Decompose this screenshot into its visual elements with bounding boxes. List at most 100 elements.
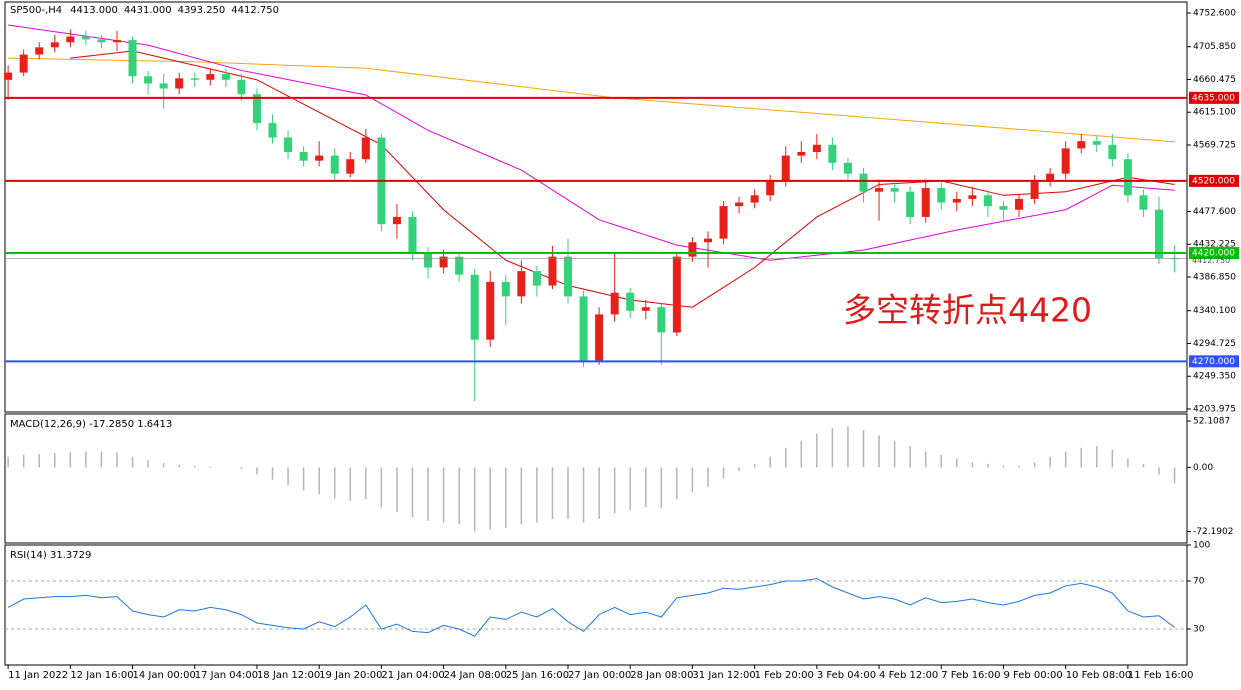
candle-body xyxy=(424,253,433,268)
panel-title: MACD(12,26,9) -17.2850 1.6413 xyxy=(10,419,172,430)
x-tick-label: 21 Jan 04:00 xyxy=(381,670,444,681)
candle-body xyxy=(112,40,121,43)
x-tick-label: 9 Feb 00:00 xyxy=(1003,670,1062,681)
candle-body xyxy=(97,39,106,43)
y-tick-label: -72.1902 xyxy=(1193,527,1233,537)
x-tick-label: 10 Feb 08:00 xyxy=(1066,670,1132,681)
x-tick-label: 11 Feb 16:00 xyxy=(1128,670,1194,681)
candle-body xyxy=(1155,209,1164,259)
price-panel xyxy=(4,1,1188,413)
candle-body xyxy=(470,274,479,340)
x-tick-label: 11 Jan 2022 xyxy=(8,670,68,681)
candle-body xyxy=(190,78,199,80)
candle-body xyxy=(315,155,324,161)
x-tick-label: 25 Jan 16:00 xyxy=(506,670,569,681)
candle-body xyxy=(268,123,277,138)
candle-body xyxy=(766,180,775,196)
candle-body xyxy=(159,83,168,89)
y-tick-label: 52.1087 xyxy=(1193,417,1230,427)
candle-body xyxy=(626,292,635,311)
candle-body xyxy=(532,271,541,286)
candle-body xyxy=(284,137,293,152)
candle-body xyxy=(828,144,837,163)
y-tick-label: 4203.975 xyxy=(1193,404,1236,414)
candle-body xyxy=(206,74,215,80)
y-tick-label: 4569.725 xyxy=(1193,140,1236,150)
candle-body xyxy=(175,78,184,89)
panel-title: RSI(14) 31.3729 xyxy=(10,550,91,561)
x-tick-label: 31 Jan 12:00 xyxy=(692,670,755,681)
level-label: 4270.000 xyxy=(1192,357,1235,367)
annotation: 多空转折点4420 xyxy=(843,291,1092,330)
y-tick-label: 70 xyxy=(1193,577,1205,587)
candle-body xyxy=(983,195,992,207)
candle-body xyxy=(330,155,339,174)
candle-body xyxy=(595,314,604,362)
y-tick-label: 0.00 xyxy=(1193,463,1213,473)
candle-body xyxy=(392,216,401,225)
level-label: 4635.000 xyxy=(1192,93,1235,103)
candle-body xyxy=(657,307,666,333)
level-tag xyxy=(1189,355,1239,368)
ohlc-value: 4413.000 xyxy=(70,5,118,16)
candle-body xyxy=(1108,144,1117,160)
y-tick-label: 4752.600 xyxy=(1193,8,1236,18)
x-tick-label: 28 Jan 08:00 xyxy=(630,670,693,681)
level-tag xyxy=(1189,91,1239,104)
candle-body xyxy=(1015,198,1024,210)
candle-body xyxy=(486,281,495,340)
candle-body xyxy=(548,256,557,286)
candle-body xyxy=(501,281,510,297)
candle-body xyxy=(439,256,448,268)
candle-body xyxy=(144,76,153,84)
candle-body xyxy=(672,256,681,333)
moving-average xyxy=(70,50,1175,308)
y-tick-label: 100 xyxy=(1193,541,1210,551)
candle-body xyxy=(688,242,697,257)
candle-body xyxy=(968,195,977,199)
y-tick-label: 4705.850 xyxy=(1193,42,1236,52)
last-price-label: 4412.750 xyxy=(1192,256,1230,265)
candle-body xyxy=(1170,258,1179,260)
y-tick-label: 4340.100 xyxy=(1193,306,1236,316)
candle-body xyxy=(579,296,588,362)
y-tick-label: 4294.725 xyxy=(1193,339,1236,349)
rsi-line xyxy=(7,578,1175,637)
candle-body xyxy=(1123,159,1132,196)
y-tick-label: 4386.850 xyxy=(1193,272,1236,282)
candle-body xyxy=(19,54,28,73)
x-tick-label: 18 Jan 12:00 xyxy=(257,670,320,681)
candle-body xyxy=(346,159,355,174)
x-tick-label: 24 Jan 08:00 xyxy=(444,670,507,681)
candle-body xyxy=(921,188,930,217)
candle-body xyxy=(906,191,915,217)
candle-body xyxy=(361,137,370,160)
symbol: SP500-,H4 xyxy=(10,5,62,16)
macd-panel xyxy=(4,413,1188,544)
chart-header: SP500-,H4 4413.000 4431.000 4393.250 4412.75… xyxy=(10,5,279,16)
moving-average xyxy=(8,57,1175,143)
level-tag xyxy=(1189,174,1239,187)
candle-body xyxy=(797,151,806,156)
y-tick-label: 4249.350 xyxy=(1193,372,1236,382)
candle-body xyxy=(719,206,728,239)
candle-body xyxy=(859,173,868,192)
candle-body xyxy=(564,256,573,297)
candle-body xyxy=(1139,195,1148,210)
y-tick-label: 4660.475 xyxy=(1193,75,1236,85)
x-tick-label: 14 Jan 00:00 xyxy=(133,670,196,681)
x-tick-label: 4 Feb 12:00 xyxy=(879,670,938,681)
x-tick-label: 3 Feb 04:00 xyxy=(817,670,876,681)
candle-body xyxy=(610,292,619,315)
x-tick-label: 7 Feb 16:00 xyxy=(941,670,1000,681)
x-tick-label: 19 Jan 20:00 xyxy=(319,670,382,681)
candle-body xyxy=(221,74,230,80)
candle-body xyxy=(66,36,75,43)
ohlc-value: 4393.250 xyxy=(178,5,226,16)
ohlc-value: 4412.750 xyxy=(231,5,279,16)
candle-body xyxy=(237,79,246,95)
y-tick-label: 4615.100 xyxy=(1193,108,1236,118)
candle-body xyxy=(35,47,44,55)
candle-body xyxy=(875,188,884,192)
